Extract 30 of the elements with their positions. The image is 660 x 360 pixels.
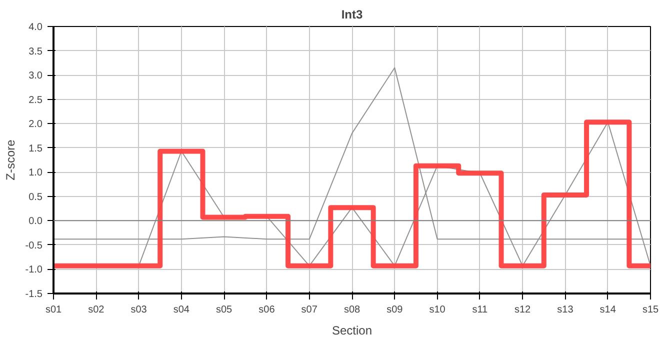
y-tick-label: 3.5 — [28, 46, 43, 58]
chart-title: Int3 — [341, 8, 363, 22]
y-tick-label: 4.0 — [28, 22, 43, 33]
x-tick-label: s07 — [301, 304, 318, 316]
x-tick-label: s04 — [173, 304, 190, 316]
y-tick-label: 0.0 — [28, 216, 43, 228]
x-tick-label: s09 — [386, 304, 404, 316]
y-tick-label: 3.0 — [28, 70, 43, 82]
x-tick-label: s12 — [514, 304, 532, 316]
x-tick-label: s15 — [642, 304, 659, 316]
y-tick-label: 1.0 — [28, 168, 43, 179]
y-tick-label: -0.5 — [25, 240, 43, 252]
y-tick-label: 2.5 — [28, 94, 43, 106]
x-tick-label: s05 — [216, 304, 233, 316]
x-tick-label: s06 — [258, 304, 276, 316]
x-tick-label: s03 — [130, 304, 148, 316]
y-tick-label: -1.5 — [25, 289, 43, 300]
x-tick-label: s13 — [557, 304, 574, 316]
x-axis-title: Section — [332, 324, 372, 338]
x-tick-label: s02 — [88, 304, 105, 316]
y-axis-title: Z-score — [3, 139, 18, 180]
x-tick-label: s11 — [472, 304, 488, 316]
y-tick-label: 1.5 — [28, 143, 43, 154]
x-tick-label: s10 — [429, 304, 446, 316]
x-tick-label: s01 — [45, 304, 62, 316]
y-tick-label: 0.5 — [28, 192, 43, 203]
y-tick-label: 2.0 — [28, 119, 43, 130]
y-tick-label: -1.0 — [25, 264, 43, 276]
x-tick-label: s14 — [600, 304, 616, 316]
x-tick-label: s08 — [344, 304, 360, 316]
